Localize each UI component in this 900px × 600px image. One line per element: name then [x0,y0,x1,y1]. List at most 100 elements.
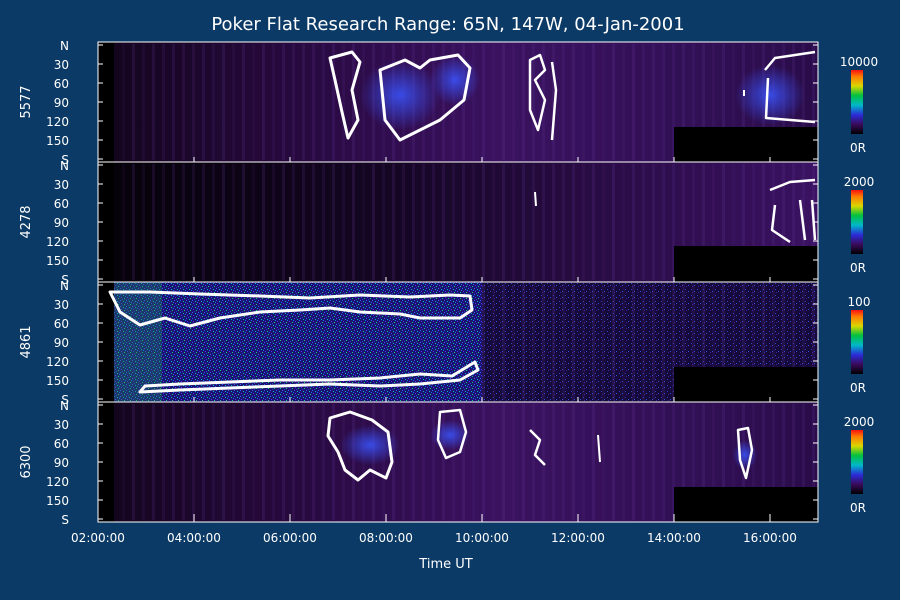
keogram-streak [682,44,685,160]
proton-emission-region [114,282,482,402]
keogram-streak [462,164,465,280]
keogram-streak [522,164,525,280]
y-tick-label: N [60,279,69,293]
keogram-streak [322,404,325,520]
keogram-streak [372,164,375,280]
y-tick-label: 150 [46,494,69,508]
intensity-contour [328,50,362,140]
keogram-streak [122,44,125,160]
keogram-streak [572,164,575,280]
keogram-streak [362,164,365,280]
keogram-streak [762,404,765,520]
keogram-streak [662,44,665,160]
keogram-streak [302,44,305,160]
keogram-streak [532,284,535,400]
keogram-streak [272,404,275,520]
intensity-contour [138,360,480,394]
x-tick-label: 06:00:00 [263,531,317,545]
aurora-emission [340,425,400,465]
keogram-streak [482,164,485,280]
keogram-streak [582,44,585,160]
keogram-streak [552,44,555,160]
keogram-streak [792,164,795,280]
keogram-streak [472,44,475,160]
keogram-streak [402,404,405,520]
keogram-streak [172,404,175,520]
x-axis-label: Time UT [418,557,472,572]
colorbar-max-label: 2000 [844,415,875,429]
y-tick-label: 30 [54,418,69,432]
keogram-streak [612,164,615,280]
keogram-streak [732,164,735,280]
keogram-streak [252,44,255,160]
keogram-streak [282,44,285,160]
keogram-streak [632,284,635,400]
keogram-streak [212,164,215,280]
keogram-streak [552,404,555,520]
aurora-emission [735,65,805,125]
keogram-streak [602,44,605,160]
keogram-streak [622,44,625,160]
intensity-contour [597,434,601,463]
keogram-streak [712,164,715,280]
keogram-streak [352,404,355,520]
keogram-streak [502,164,505,280]
keogram-streak [392,164,395,280]
keogram-streak [182,164,185,280]
y-tick-label: 90 [54,336,69,350]
x-tick-label: 14:00:00 [647,531,701,545]
keogram-streak [602,164,605,280]
colorbar-min-label: 0R [850,261,866,275]
keogram-streak [682,284,685,400]
keogram-streak [732,404,735,520]
keogram-streak [512,404,515,520]
y-tick-label: 30 [54,178,69,192]
missing-data-block [674,367,818,402]
y-tick-label: 90 [54,96,69,110]
keogram-streak [642,404,645,520]
intensity-contour [436,408,468,460]
keogram-streak [592,404,595,520]
keogram-streak [402,164,405,280]
keogram-streak [802,404,805,520]
keogram-streak [172,164,175,280]
keogram-streak [492,44,495,160]
keogram-streak [532,404,535,520]
colorbar-max-label: 100 [848,295,871,309]
keogram-streak [332,44,335,160]
keogram-streak [332,404,335,520]
aurora-emission [733,440,757,470]
keogram-streak [612,284,615,400]
x-tick-label: 12:00:00 [551,531,605,545]
keogram-streak [712,44,715,160]
colorbar [851,190,863,254]
keogram-streak [452,404,455,520]
y-tick-label: 90 [54,216,69,230]
panel-label: 4278 [19,205,34,238]
keogram-streak [482,44,485,160]
bright-edge [114,282,162,402]
intensity-contour [529,429,546,466]
keogram-streak [442,164,445,280]
chart-title: Poker Flat Research Range: 65N, 147W, 04… [211,14,684,35]
keogram-streak [662,164,665,280]
keogram-streak [702,284,705,400]
panel-label: 4861 [19,325,34,358]
keogram-streak [282,404,285,520]
y-tick-label: S [61,153,69,167]
keogram-streak [642,164,645,280]
keogram-streak [212,404,215,520]
keogram-streak [162,164,165,280]
y-tick-label: N [60,159,69,173]
keogram-streak [652,164,655,280]
keogram-streak [312,44,315,160]
keogram-streak [152,404,155,520]
keogram-streak [532,44,535,160]
keogram-streak [672,164,675,280]
y-tick-label: S [61,513,69,527]
keogram-streak [762,164,765,280]
keogram-streak [662,404,665,520]
keogram-streak [562,404,565,520]
keogram-streak [262,404,265,520]
